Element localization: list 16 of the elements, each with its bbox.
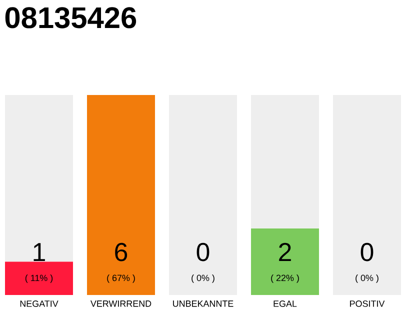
data-label: 6 bbox=[115, 242, 128, 262]
annotation: ( 0% ) bbox=[192, 274, 214, 283]
annotation: ( 0% ) bbox=[356, 274, 378, 283]
annotation: ( 11% ) bbox=[25, 274, 53, 283]
chart-title: 08135426 bbox=[5, 7, 136, 28]
annotation: 0 bbox=[360, 242, 374, 262]
x-tick-label: POSITIV bbox=[350, 300, 385, 307]
data-label: 2 bbox=[279, 242, 291, 261]
x-tick-label: NEGATIV bbox=[20, 300, 58, 307]
annotation: 0 bbox=[196, 242, 210, 262]
x-tick-label: EGAL bbox=[274, 300, 297, 307]
x-tick-label: VERWIRREND bbox=[90, 300, 152, 307]
annotation: ( 22% ) bbox=[271, 274, 299, 283]
x-tick-label: UNBEKANNTE bbox=[173, 300, 234, 307]
annotation: ( 67% ) bbox=[107, 274, 135, 283]
data-label: 1 bbox=[34, 243, 45, 261]
